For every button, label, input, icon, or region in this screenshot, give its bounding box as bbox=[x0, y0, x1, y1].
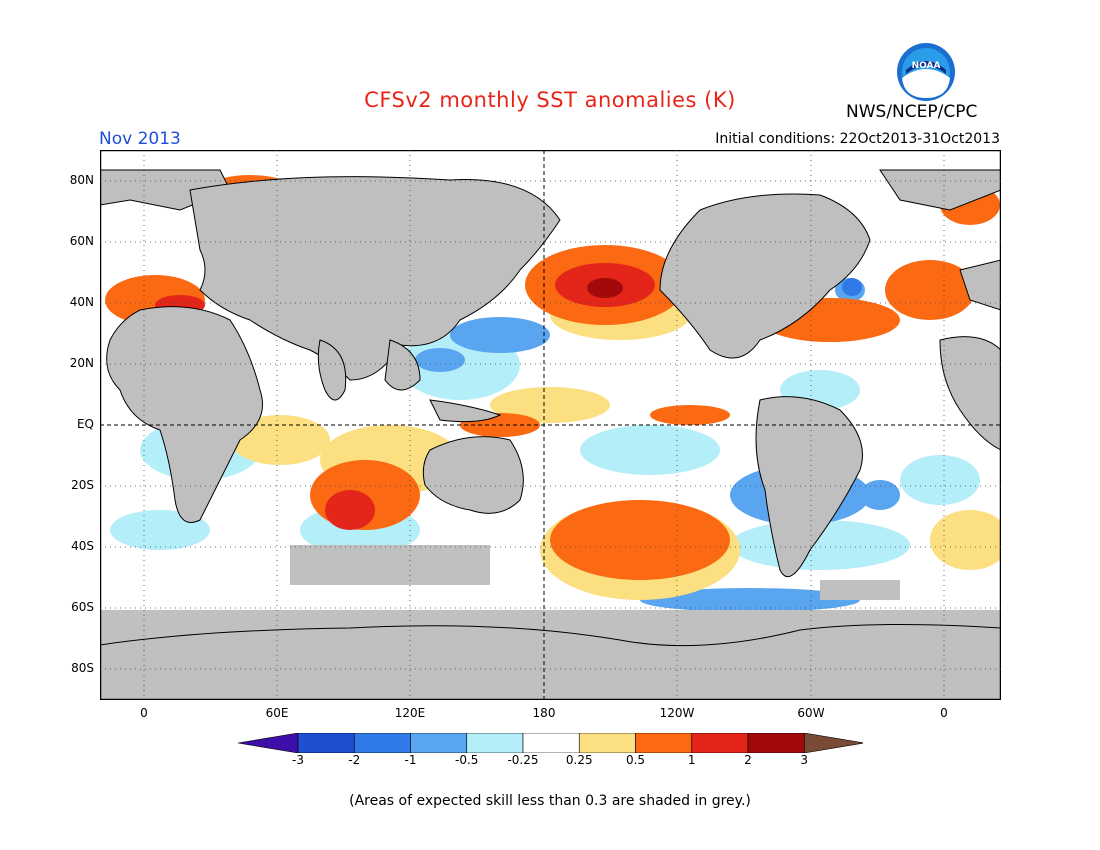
colorbar-cell bbox=[747, 733, 805, 753]
lon-label: 60E bbox=[265, 706, 289, 720]
colorbar-tick-label: 2 bbox=[744, 753, 752, 767]
colorbar-tick-label: 1 bbox=[687, 753, 696, 767]
lon-label: 120E bbox=[394, 706, 426, 720]
lon-label: 60W bbox=[797, 706, 825, 720]
colorbar-cell bbox=[466, 733, 524, 753]
colorbar-tick-label: -1 bbox=[404, 753, 417, 767]
anomaly-dark-red bbox=[587, 278, 623, 298]
colorbar-tick-label: -0.25 bbox=[507, 753, 539, 767]
lat-label: 80S bbox=[71, 661, 94, 675]
noaa-logo: NOAA bbox=[897, 43, 955, 101]
colorbar-cell bbox=[238, 733, 299, 753]
colorbar-tick-label: 0.5 bbox=[625, 753, 646, 767]
anomaly-dark-blue bbox=[842, 278, 862, 296]
colorbar-cell bbox=[410, 733, 468, 753]
sst-anomaly-map bbox=[100, 150, 1001, 700]
colorbar bbox=[238, 733, 863, 753]
colorbar-tick-label: -2 bbox=[348, 753, 361, 767]
colorbar-cell bbox=[691, 733, 749, 753]
lat-label: 40S bbox=[71, 539, 94, 553]
footnote: (Areas of expected skill less than 0.3 a… bbox=[349, 793, 751, 809]
lat-label: 60S bbox=[71, 600, 94, 614]
colorbar-tick-label: 3 bbox=[800, 753, 809, 767]
month-label: Nov 2013 bbox=[99, 129, 181, 149]
colorbar-cell bbox=[635, 733, 693, 753]
lat-label: 80N bbox=[69, 173, 94, 187]
colorbar-cell bbox=[353, 733, 411, 753]
colorbar-cell bbox=[803, 733, 863, 753]
lat-label: 20S bbox=[71, 478, 94, 492]
map-title: CFSv2 monthly SST anomalies (K) bbox=[364, 88, 736, 112]
land bbox=[100, 169, 1001, 700]
svg-text:NOAA: NOAA bbox=[912, 61, 941, 71]
colorbar-cell bbox=[297, 733, 355, 753]
colorbar-cell bbox=[522, 733, 580, 753]
initial-conditions: Initial conditions: 22Oct2013-31Oct2013 bbox=[715, 131, 1000, 147]
colorbar-tick-label: 0.25 bbox=[565, 753, 593, 767]
equator-dateline bbox=[100, 150, 1001, 700]
agency-label: NWS/NCEP/CPC bbox=[846, 102, 978, 122]
lat-label: 60N bbox=[69, 234, 94, 248]
lat-label: EQ bbox=[76, 417, 94, 431]
lat-label: 20N bbox=[69, 356, 94, 370]
colorbar-tick-label: -3 bbox=[292, 753, 304, 767]
lon-label: 120W bbox=[659, 706, 695, 720]
lon-label: 180 bbox=[532, 706, 556, 720]
colorbar-cell bbox=[578, 733, 636, 753]
colorbar-tick-label: -0.5 bbox=[455, 753, 479, 767]
lon-label: 0 bbox=[940, 706, 948, 720]
lat-label: 40N bbox=[69, 295, 94, 309]
lon-label: 0 bbox=[140, 706, 148, 720]
